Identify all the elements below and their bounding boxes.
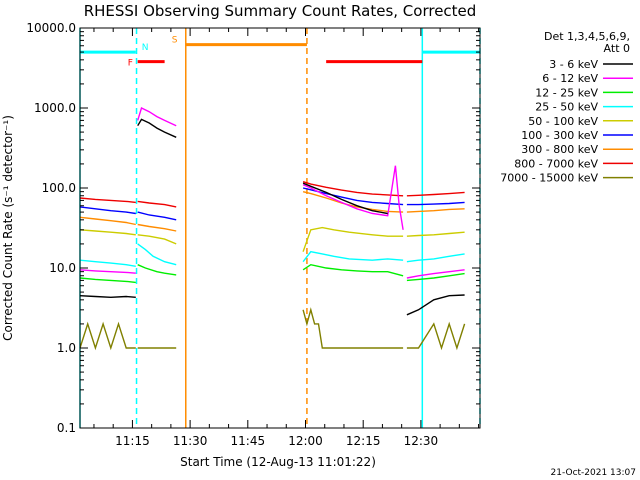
series-line-2-seg-1 [79, 269, 136, 274]
series-line-5-seg-3 [302, 226, 404, 252]
footer-timestamp: 21-Oct-2021 13:07 [551, 468, 636, 478]
chart-title: RHESSI Observing Summary Count Rates, Co… [84, 2, 477, 20]
series-line-6-seg-2 [137, 211, 177, 221]
series-line-2-seg-3 [302, 165, 404, 230]
series-line-1-seg-1 [79, 295, 136, 299]
series-line-3-seg-3 [302, 263, 404, 277]
series-line-5-seg-4 [406, 231, 465, 237]
series-line-9-seg-3 [302, 307, 404, 349]
legend-label-9: 7000 - 15000 keV [500, 172, 598, 185]
flag-label-s: S [172, 36, 178, 46]
legend-label-1: 3 - 6 keV [549, 58, 598, 71]
plot-frame [79, 27, 481, 429]
series-line-6-seg-1 [79, 206, 136, 215]
series-line-2-seg-2 [137, 107, 177, 127]
legend-label-2: 6 - 12 keV [542, 72, 598, 85]
axes: 10000.0 1000.0 100.0 10.0 1.0 0.1 11:15 11:30 11… [26, 21, 480, 448]
series-line-7-seg-1 [79, 216, 136, 226]
series-line-8-seg-1 [79, 197, 136, 204]
series-line-5-seg-2 [137, 234, 177, 245]
legend-label-5: 50 - 100 keV [528, 115, 598, 128]
x-tick-label-1: 11:15 [115, 434, 150, 448]
legend-header-2: Att 0 [604, 42, 630, 55]
time-markers [79, 28, 481, 428]
y-tick-label-4: 10.0 [49, 261, 76, 275]
series-line-5-seg-1 [79, 229, 136, 236]
flag-label-f: F [128, 59, 133, 69]
legend-header-1: Det 1,3,4,5,6,9, [544, 30, 630, 43]
series-line-1-seg-2 [137, 118, 177, 138]
legend-label-4: 25 - 50 keV [535, 101, 598, 114]
series-line-8-seg-2 [137, 200, 177, 208]
y-tick-label-3: 100.0 [42, 181, 76, 195]
series-line-4-seg-4 [406, 253, 465, 263]
flag-label-n: N [142, 43, 149, 53]
x-axis-label: Start Time (12-Aug-13 11:01:22) [180, 455, 376, 469]
series-line-2-seg-4 [406, 269, 465, 279]
series-line-6-seg-4 [406, 201, 465, 206]
series-layer [79, 107, 466, 351]
x-tick-label-3: 11:45 [231, 434, 266, 448]
legend-label-6: 100 - 300 keV [521, 129, 598, 142]
series-line-3-seg-4 [406, 272, 465, 282]
series-line-9-seg-1 [79, 321, 136, 351]
flag-bars: NF S [80, 36, 480, 69]
series-line-3-seg-1 [79, 277, 136, 284]
series-line-9-seg-4 [406, 321, 466, 351]
series-line-4-seg-1 [79, 259, 136, 267]
legend-label-3: 12 - 25 keV [535, 86, 598, 99]
y-tick-label-2: 1000.0 [34, 101, 76, 115]
series-line-3-seg-2 [137, 264, 177, 276]
legend-label-7: 300 - 800 keV [521, 143, 598, 156]
series-line-8-seg-3 [302, 181, 404, 197]
x-tick-label-4: 12:00 [288, 434, 323, 448]
x-tick-label-2: 11:30 [173, 434, 208, 448]
y-tick-label-1: 10000.0 [26, 21, 76, 35]
series-line-1-seg-3 [302, 182, 388, 215]
series-line-4-seg-2 [137, 243, 177, 266]
legend-label-8: 800 - 7000 keV [514, 157, 598, 170]
x-tick-label-5: 12:15 [346, 434, 381, 448]
y-tick-label-5: 1.0 [57, 341, 76, 355]
series-line-6-seg-3 [302, 187, 404, 206]
series-line-1-seg-4 [406, 294, 465, 316]
y-axis-label: Corrected Count Rate (s⁻¹ detector⁻¹) [1, 115, 15, 341]
series-line-7-seg-4 [406, 208, 465, 213]
series-line-4-seg-3 [302, 250, 404, 263]
x-tick-label-6: 12:30 [404, 434, 439, 448]
y-tick-label-6: 0.1 [57, 421, 76, 435]
series-line-8-seg-4 [406, 191, 465, 197]
series-line-7-seg-2 [137, 223, 177, 232]
